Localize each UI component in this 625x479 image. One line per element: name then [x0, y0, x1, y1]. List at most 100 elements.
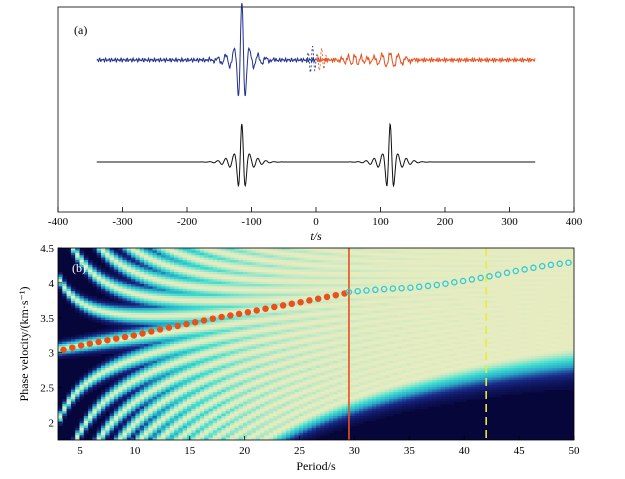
heatmap-cell	[109, 320, 115, 323]
heatmap-cell	[101, 428, 106, 431]
heatmap-cell	[126, 423, 132, 426]
heatmap-cell	[264, 372, 270, 376]
heatmap-cell	[324, 300, 330, 304]
heatmap-cell	[316, 387, 321, 390]
heatmap-cell	[174, 303, 179, 306]
heatmap-cell	[75, 353, 80, 357]
heatmap-cell	[174, 387, 179, 390]
heatmap-cell	[199, 300, 205, 304]
heatmap-cell	[268, 368, 274, 371]
heatmap-cell	[187, 353, 192, 357]
heatmap-cell	[277, 413, 282, 417]
heatmap-cell	[260, 298, 265, 302]
heatmap-cell	[118, 332, 123, 335]
heatmap-cell	[169, 384, 175, 388]
heatmap-cell	[126, 384, 132, 388]
heatmap-cell	[298, 324, 304, 328]
heatmap-cell	[152, 420, 158, 424]
heatmap-cell	[264, 315, 270, 318]
heatmap-cell	[294, 274, 300, 278]
heatmap-cell	[83, 344, 89, 347]
heatmap-cell	[109, 399, 115, 402]
heatmap-cell	[260, 250, 265, 254]
heatmap-cell	[328, 363, 334, 366]
heatmap-cell	[251, 380, 257, 383]
heatmap-cell	[174, 339, 179, 342]
heatmap-cell	[251, 248, 257, 251]
heatmap-cell	[294, 370, 300, 374]
heatmap-cell	[182, 255, 188, 258]
heatmap-cell	[135, 353, 141, 357]
heatmap-cell	[285, 428, 291, 431]
heatmap-cell	[230, 255, 235, 258]
heatmap-cell	[101, 272, 106, 275]
heatmap-cell	[320, 360, 325, 364]
heatmap-cell	[320, 274, 325, 278]
heatmap-cell	[204, 384, 209, 388]
heatmap-cell	[311, 387, 317, 390]
heatmap-cell	[307, 435, 313, 438]
heatmap-cell	[113, 360, 119, 364]
heatmap-cell	[156, 348, 162, 352]
heatmap-cell	[96, 377, 102, 381]
heatmap-cell	[135, 375, 141, 378]
heatmap-cell	[135, 317, 141, 321]
heatmap-cell	[135, 358, 141, 362]
heatmap-cell	[144, 274, 149, 278]
heatmap-cell	[217, 372, 222, 376]
heatmap-cell	[294, 392, 300, 395]
heatmap-cell	[144, 358, 149, 362]
heatmap-cell	[101, 260, 106, 263]
heatmap-cell	[225, 435, 231, 438]
heatmap-cell	[234, 387, 239, 390]
heatmap-cell	[298, 389, 304, 393]
heatmap-cell	[281, 288, 287, 292]
heatmap-cell	[187, 411, 192, 414]
heatmap-cell	[199, 303, 205, 306]
heatmap-cell	[225, 382, 231, 386]
heatmap-cell	[225, 372, 231, 376]
heatmap-cell	[290, 327, 295, 330]
heatmap-cell	[225, 406, 231, 410]
heatmap-cell	[303, 248, 308, 251]
heatmap-cell	[217, 269, 222, 273]
heatmap-cell	[79, 250, 85, 254]
heatmap-cell	[333, 363, 338, 366]
heatmap-cell	[307, 291, 313, 294]
heatmap-cell	[182, 296, 188, 299]
heatmap-cell	[113, 394, 119, 398]
heatmap-cell	[178, 252, 184, 256]
heatmap-cell	[311, 291, 317, 294]
heatmap-cell	[260, 286, 265, 290]
heatmap-cell	[92, 250, 98, 254]
heatmap-cell	[333, 288, 338, 292]
heatmap-cell	[135, 303, 141, 306]
heatmap-cell	[277, 404, 282, 407]
heatmap-cell	[195, 324, 201, 328]
heatmap-cell	[316, 252, 321, 256]
heatmap-cell	[320, 305, 325, 309]
heatmap-cell	[238, 262, 244, 266]
heatmap-cell	[285, 274, 291, 278]
heatmap-cell	[199, 284, 205, 287]
heatmap-cell	[281, 291, 287, 294]
heatmap-cell	[307, 432, 313, 436]
heatmap-cell	[251, 274, 257, 278]
heatmap-cell	[320, 416, 325, 419]
heatmap-cell	[204, 281, 209, 285]
heatmap-cell	[152, 310, 158, 314]
heatmap-cell	[303, 276, 308, 280]
heatmap-cell	[204, 428, 209, 431]
heatmap-cell	[303, 262, 308, 266]
heatmap-cell	[152, 423, 158, 426]
heatmap-cell	[307, 401, 313, 405]
heatmap-cell	[311, 329, 317, 333]
heatmap-cell	[204, 356, 209, 359]
heatmap-cell	[298, 432, 304, 436]
heatmap-cell	[320, 279, 325, 282]
heatmap-cell	[109, 394, 115, 398]
heatmap-cell	[96, 365, 102, 369]
heatmap-cell	[204, 269, 209, 273]
heatmap-cell	[298, 344, 304, 347]
heatmap-cell	[333, 428, 338, 431]
